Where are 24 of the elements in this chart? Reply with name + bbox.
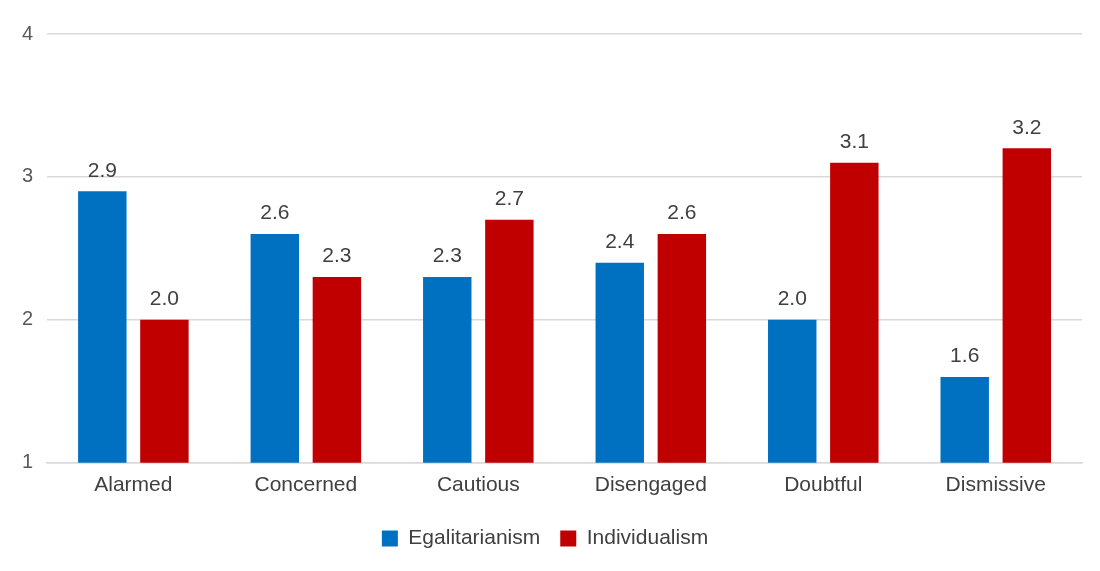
data-label: 2.0 [777, 286, 807, 310]
y-tick-label: 1 [22, 450, 34, 473]
data-label: 2.4 [605, 228, 635, 252]
x-tick-label: Alarmed [94, 472, 173, 496]
data-label: 2.6 [260, 200, 290, 224]
x-tick-label: Concerned [254, 472, 358, 496]
legend-label: Individualism [586, 525, 709, 549]
data-label: 2.6 [667, 200, 697, 224]
y-tick-label: 4 [22, 21, 34, 44]
legend-label: Egalitarianism [408, 525, 541, 549]
x-tick-label: Doubtful [784, 472, 863, 496]
data-label: 2.3 [322, 243, 352, 267]
x-tick-label: Disengaged [594, 472, 707, 496]
data-label: 1.6 [950, 343, 980, 367]
data-label: 2.9 [87, 157, 117, 181]
data-label: 3.2 [1012, 114, 1042, 138]
data-label: 2.3 [432, 243, 462, 267]
y-tick-label: 2 [22, 307, 34, 330]
y-tick-label: 3 [22, 164, 34, 187]
data-label: 3.1 [839, 128, 869, 152]
x-tick-label: Cautious [436, 472, 520, 496]
data-label: 2.7 [494, 186, 524, 210]
data-label: 2.0 [149, 286, 180, 310]
x-tick-label: Dismissive [945, 472, 1046, 496]
